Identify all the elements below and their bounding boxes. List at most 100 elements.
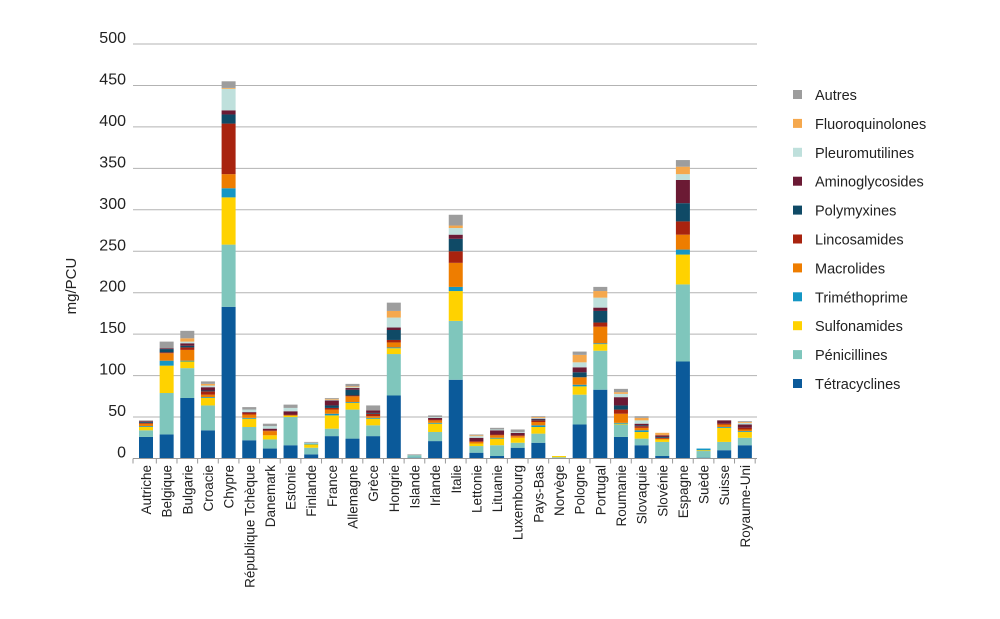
bar-segment [572,372,587,378]
legend-label: Autres [815,88,857,104]
y-axis-tick-labels: 0 50 100 150 200 250 300 350 400 450 500 [99,30,126,462]
bar-stack [386,302,401,459]
bar-segment [345,387,360,389]
bar-segment [572,384,587,387]
bar-segment [324,413,339,416]
bar-segment [386,348,401,355]
legend-item: Macrolides [793,261,885,277]
legend-swatch [793,321,802,331]
bar-segment [655,436,670,438]
bar-segment [386,347,401,349]
bar-stack [428,415,443,459]
bar-segment [366,412,381,414]
bar-segment [675,179,690,204]
bar-segment [221,87,236,89]
legend-item: Lincosamides [793,233,904,249]
y-tick-label: 50 [108,403,126,420]
bar-segment [717,424,732,427]
bar-segment [613,405,628,410]
bar-segment [366,405,381,411]
bar-segment [262,428,277,431]
bar-segment [675,174,690,180]
bar-stack [531,416,546,459]
bar-segment [510,431,525,433]
bar-stack [345,383,360,459]
bar-segment [386,339,401,343]
bar-segment [200,397,215,406]
bar-segment [634,438,649,446]
bar-stack [634,416,649,459]
bar-segment [428,422,443,424]
x-tick-label: Grèce [366,465,381,502]
bar-segment [531,418,546,420]
bar-segment [345,438,360,459]
bar-segment [448,291,463,321]
bar-segment [139,430,153,437]
bar-segment [283,411,298,415]
bar-stack [366,405,381,459]
x-tick-label: Lettonie [469,465,484,513]
bar-segment [737,437,752,446]
x-tick-label: France [325,465,340,507]
bar-segment [448,286,463,292]
bar-segment [242,412,257,413]
bar-segment [324,415,339,429]
bar-segment [593,286,608,292]
y-axis-label: mg/PCU [63,258,80,315]
bar-segment [139,420,153,422]
bar-segment [634,416,649,418]
bar-segment [531,426,546,434]
y-tick-label: 0 [117,445,126,462]
bar-segment [448,251,463,263]
bar-segment [262,448,277,459]
bar-segment [634,420,649,424]
x-tick-label: Espagne [676,465,691,518]
bar-segment [242,407,257,410]
bar-segment [200,381,215,384]
x-tick-label: Estonie [284,465,299,510]
bar-segment [221,188,236,198]
bar-stack [469,434,484,459]
y-tick-label: 200 [99,279,126,296]
legend-swatch [793,263,802,273]
bar-segment [593,343,608,345]
bar-segment [304,444,319,448]
bar-segment [366,410,381,413]
legend-swatch [793,234,802,244]
bar-segment [200,385,215,388]
bar-segment [304,447,319,455]
bar-segment [386,302,401,311]
x-tick-label: Suède [697,465,712,504]
bar-segment [159,365,174,394]
bar-segment [510,435,525,437]
bar-segment [634,423,649,426]
bar-segment [428,423,443,432]
bar-stack [655,432,670,459]
bar-segment [345,388,360,390]
legend-label: Fluoroquinolones [815,117,926,133]
legend-item: Fluoroquinolones [793,117,926,133]
bar-stack [613,388,628,459]
bar-segment [180,338,195,342]
bar-segment [180,361,195,369]
bar-segment [655,438,670,440]
x-tick-label: Allemagne [346,465,361,529]
bar-segment [469,434,484,436]
bar-segment [572,362,587,368]
bar-segment [262,439,277,449]
bar-segment [613,422,628,424]
y-tick-label: 150 [99,320,126,337]
bar-segment [634,445,649,459]
bar-segment [242,418,257,427]
bar-segment [510,429,525,432]
legend: Autres Fluoroquinolones Pleuromutilines Ami… [793,88,926,393]
bar-segment [200,405,215,431]
bar-segment [345,402,360,403]
bar-segment [696,450,711,452]
x-tick-label: Islande [407,465,422,509]
bar-segment [366,418,381,426]
bar-segment [304,441,319,443]
bar-segment [180,330,195,339]
bar-segment [159,341,174,349]
legend-label: Tétracyclines [815,377,900,393]
